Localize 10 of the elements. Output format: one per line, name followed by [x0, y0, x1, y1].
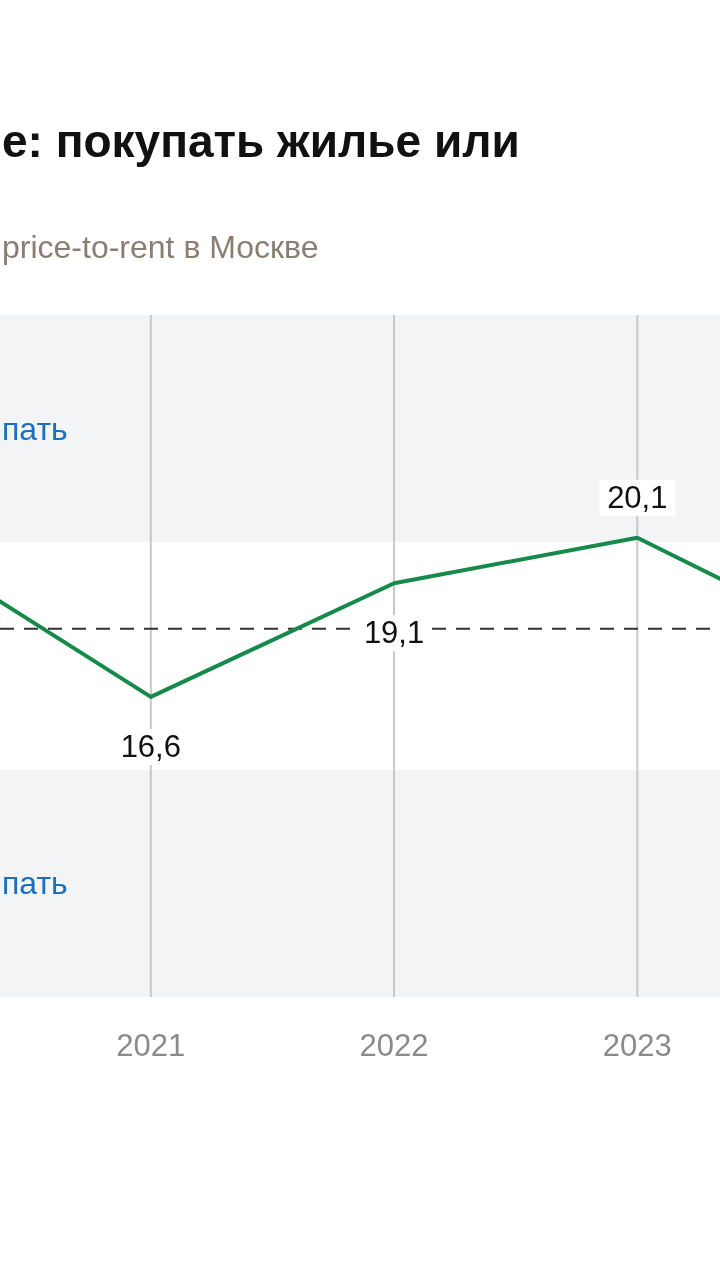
- band-label: пать: [2, 410, 68, 447]
- data-label: 16,6: [120, 728, 181, 764]
- chart-subtitle: price-to-rent в Москве: [2, 229, 319, 265]
- chart-title: е: покупать жилье или: [2, 115, 520, 167]
- x-tick-label: 2021: [116, 1028, 186, 1063]
- data-label: 20,1: [607, 479, 668, 515]
- x-tick-label: 2022: [359, 1028, 429, 1063]
- data-label: 19,1: [363, 615, 425, 651]
- band-label: пать: [2, 865, 68, 902]
- x-tick-label: 2023: [602, 1028, 672, 1063]
